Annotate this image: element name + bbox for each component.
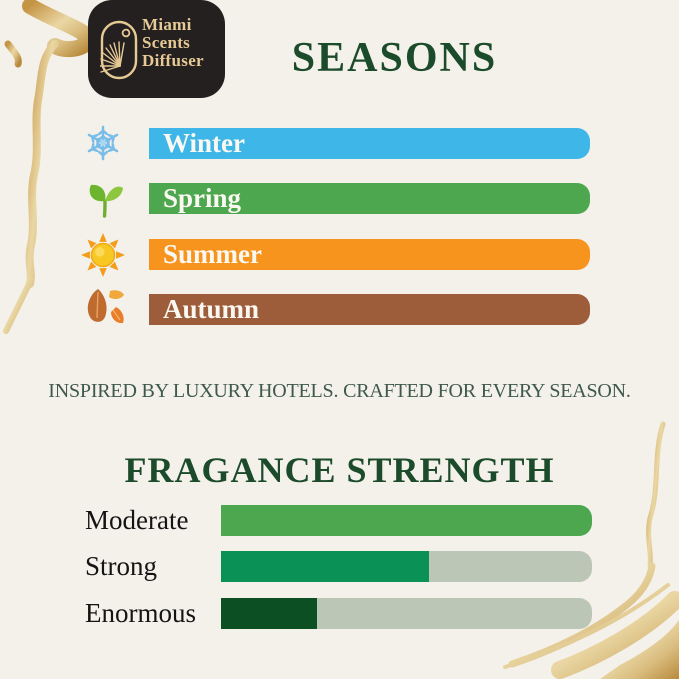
season-bar-autumn: Autumn [149,294,590,325]
season-bar-winter-label: Winter [163,128,245,158]
strength-label-strong: Strong [85,551,158,581]
strength-bar-enormous [221,598,592,629]
sun-icon [80,232,126,283]
brand-name-line3: Diffuser [142,51,204,70]
strength-label-enormous: Enormous [85,598,196,628]
strength-bar-moderate-fill [221,505,592,536]
tagline: INSPIRED BY LUXURY HOTELS. CRAFTED FOR E… [48,380,631,402]
brand-name: Miami Scents Diffuser [142,16,204,70]
strength-bar-moderate [221,505,592,536]
palm-emblem-icon [100,20,138,80]
strength-bar-strong [221,551,592,582]
strength-title: FRAGANCE STRENGTH [124,450,555,490]
seedling-icon [84,177,126,224]
strength-bar-enormous-fill [221,598,318,629]
season-bar-summer: Summer [149,239,590,270]
season-bar-autumn-label: Autumn [163,294,260,324]
seasons-title: SEASONS [291,35,498,81]
autumn-leaves-icon [82,285,128,336]
strength-label-moderate: Moderate [85,505,189,535]
brand-name-line1: Miami [142,15,192,34]
brand-name-line2: Scents [142,33,191,52]
season-bar-spring: Spring [149,183,590,214]
brand-logo: Miami Scents Diffuser [88,0,225,98]
season-bar-spring-label: Spring [163,183,242,213]
strength-bar-strong-fill [221,551,429,582]
gold-corner-splash [600,620,679,679]
season-bar-summer-label: Summer [163,239,262,269]
season-bar-winter: Winter [149,128,590,159]
snowflake-icon [84,124,122,167]
